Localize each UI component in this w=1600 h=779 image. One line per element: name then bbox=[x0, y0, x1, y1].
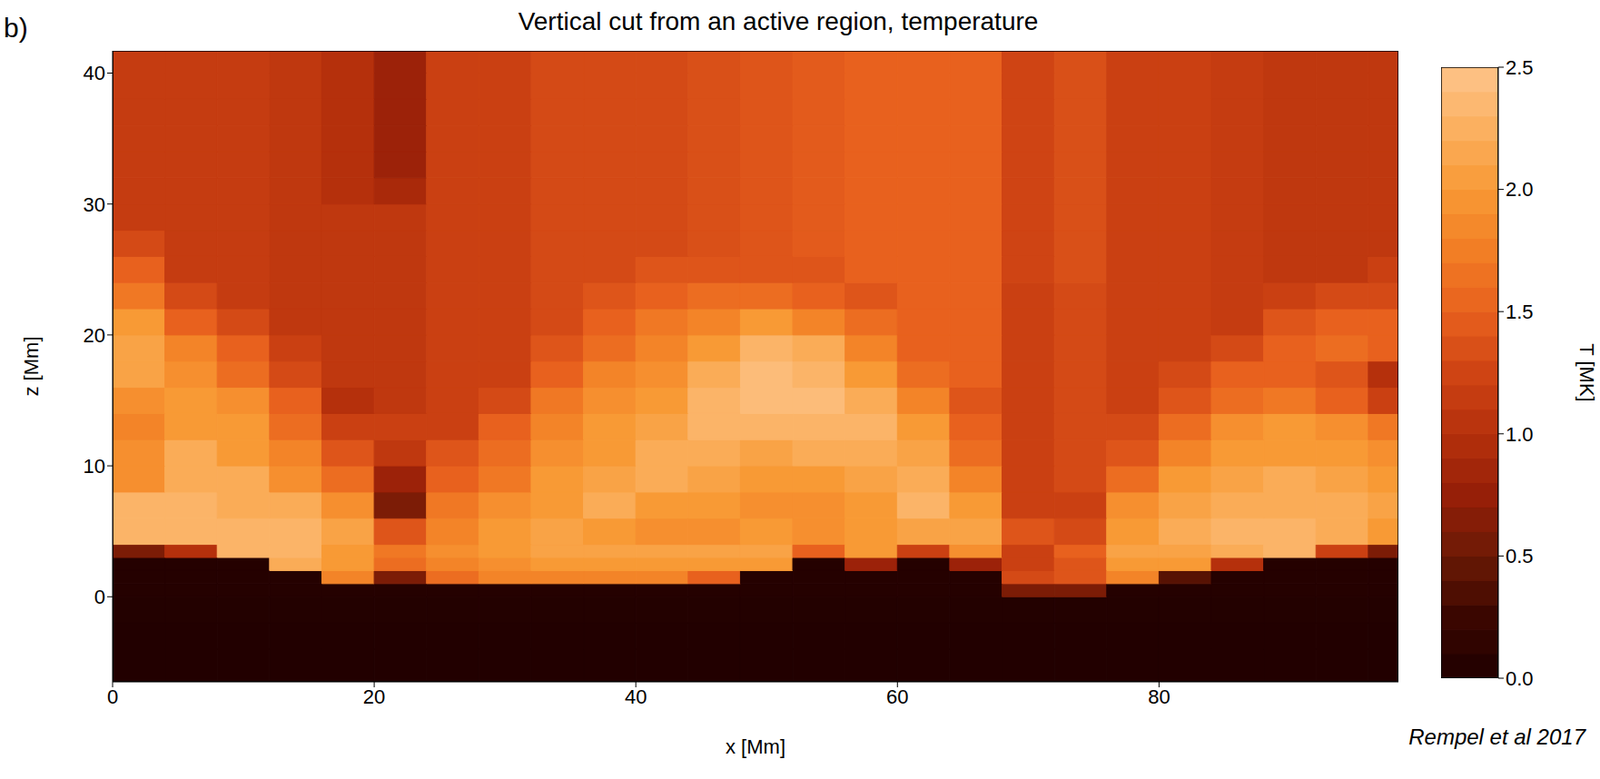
svg-text:T [MK]: T [MK] bbox=[1575, 343, 1599, 402]
svg-text:20: 20 bbox=[83, 324, 106, 347]
svg-text:z [Mm]: z [Mm] bbox=[19, 336, 43, 397]
svg-text:40: 40 bbox=[83, 61, 106, 85]
svg-text:10: 10 bbox=[83, 454, 106, 478]
svg-text:80: 80 bbox=[1147, 685, 1170, 709]
svg-text:40: 40 bbox=[624, 685, 647, 709]
svg-text:0: 0 bbox=[107, 685, 119, 709]
svg-text:30: 30 bbox=[83, 193, 106, 217]
svg-text:0.0: 0.0 bbox=[1505, 667, 1534, 691]
html-text:Vertical cut from an active re: Vertical cut from an active region, temp… bbox=[518, 7, 1039, 36]
svg-text:x [Mm]: x [Mm] bbox=[725, 735, 786, 759]
svg-text:60: 60 bbox=[886, 685, 909, 709]
svg-text:2.5: 2.5 bbox=[1505, 56, 1534, 80]
svg-text:20: 20 bbox=[363, 685, 386, 709]
html-text:b): b) bbox=[3, 12, 28, 43]
svg-text:0: 0 bbox=[94, 585, 106, 609]
svg-text:0.5: 0.5 bbox=[1505, 544, 1534, 568]
svg-text:1.5: 1.5 bbox=[1505, 300, 1534, 324]
svg-text:2.0: 2.0 bbox=[1505, 177, 1534, 201]
svg-text:1.0: 1.0 bbox=[1505, 423, 1534, 446]
html-text:Rempel et al 2017: Rempel et al 2017 bbox=[1408, 724, 1586, 750]
